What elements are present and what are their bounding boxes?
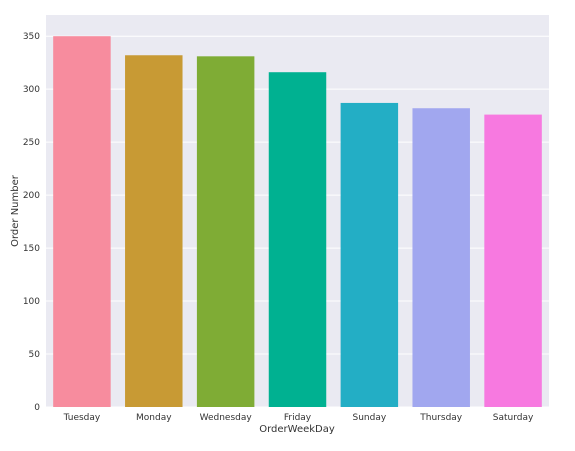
bars [53,36,542,408]
y-tick-label-350: 350 [23,32,40,42]
x-tick-label-monday: Monday [136,413,172,423]
bar-thursday [412,108,470,408]
y-tick-label-100: 100 [23,297,40,307]
bar-monday [125,55,183,407]
x-tick-label-saturday: Saturday [493,413,534,423]
x-tick-label-tuesday: Tuesday [63,413,101,423]
bar-saturday [484,114,542,408]
y-tick-label-200: 200 [23,191,40,201]
y-tick-label-150: 150 [23,244,40,254]
bar-tuesday [53,36,111,408]
y-axis-ticks: 0 50 100 150 200 250 300 350 [23,32,40,413]
y-axis-label: Order Number [10,174,21,247]
x-tick-label-sunday: Sunday [353,413,387,423]
x-tick-label-friday: Friday [284,413,312,423]
bar-wednesday [196,56,255,408]
x-axis-ticks: Tuesday Monday Wednesday Friday Sunday Thursd… [63,413,534,423]
y-tick-label-250: 250 [23,138,40,148]
bar-sunday [340,102,399,408]
y-tick-label-0: 0 [34,403,40,413]
x-tick-label-wednesday: Wednesday [200,413,253,423]
x-axis-label: OrderWeekDay [259,424,335,435]
y-tick-label-300: 300 [23,85,40,95]
y-tick-label-50: 50 [29,350,41,360]
x-tick-label-thursday: Thursday [419,413,463,423]
bar-friday [268,72,327,407]
